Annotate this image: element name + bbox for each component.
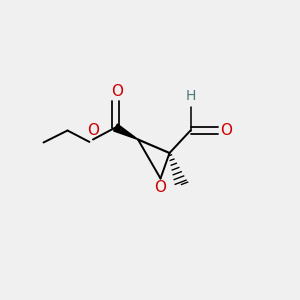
Text: O: O xyxy=(220,123,232,138)
Text: O: O xyxy=(154,180,166,195)
Text: O: O xyxy=(111,84,123,99)
Text: O: O xyxy=(87,123,99,138)
Text: H: H xyxy=(185,89,196,103)
Polygon shape xyxy=(114,124,138,140)
